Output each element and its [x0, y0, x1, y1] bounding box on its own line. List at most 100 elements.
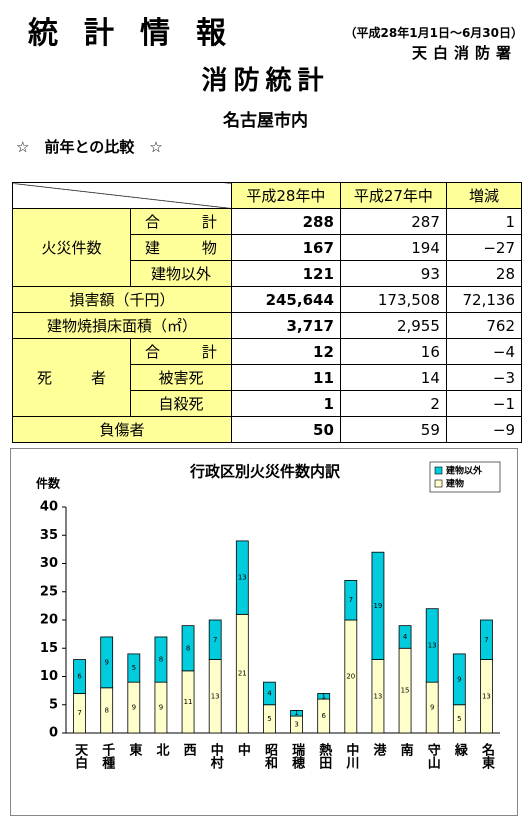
legend-label: 建物 [445, 478, 464, 490]
column-header: 増減 [445, 182, 523, 209]
x-tick-label: 西 [181, 743, 197, 757]
bar-segment [181, 625, 195, 672]
data-label: 9 [430, 704, 434, 712]
chart-title: 行政区別火災件数内訳 [189, 463, 341, 481]
cell: 59 [339, 416, 447, 443]
x-tick-label: 港 [370, 742, 386, 757]
cell: 1 [230, 390, 341, 417]
x-tick-label: 東 [126, 742, 142, 757]
cell: −9 [445, 416, 523, 443]
stats-table: 平成28年中 平成27年中 増減 火災件数 合計 288 287 1 建物 16… [12, 182, 523, 443]
cell: 72,136 [445, 286, 523, 313]
data-label: 8 [159, 656, 163, 664]
x-tick-label: 緑 [452, 742, 469, 757]
data-label: 4 [267, 689, 272, 697]
x-tick-label: 中村 [208, 742, 224, 770]
bar-segment [127, 653, 141, 683]
cell: 167 [230, 234, 341, 261]
bar-segment [371, 551, 385, 660]
x-tick-label: 南 [398, 742, 414, 757]
bar-segment [452, 653, 466, 706]
row-label: 合計 [130, 338, 232, 365]
x-tick-label: 熱田 [316, 742, 332, 770]
x-tick-label: 昭和 [262, 743, 278, 770]
data-label: 9 [132, 704, 136, 712]
y-tick-label: 20 [40, 613, 58, 628]
bar-segment [425, 608, 439, 683]
data-label: 9 [457, 675, 461, 683]
x-tick-label: 中 [235, 742, 251, 757]
bar-segment [290, 710, 303, 717]
data-label: 6 [321, 712, 326, 720]
row-label: 合計 [130, 208, 232, 235]
row-label: 負傷者 [12, 416, 232, 443]
data-label: 6 [77, 673, 82, 681]
bar-segment [480, 619, 493, 660]
y-tick-label: 35 [40, 528, 58, 543]
cell: 287 [339, 208, 447, 235]
bar-segment [317, 693, 331, 700]
org: 天白消防署 [411, 44, 517, 62]
bar-segment [154, 636, 168, 683]
data-label: 13 [238, 574, 247, 582]
data-label: 13 [211, 692, 220, 700]
row-label: 自殺死 [130, 390, 232, 417]
data-label: 11 [184, 698, 193, 706]
cell: 14 [339, 364, 447, 391]
row-label: 損害額（千円） [12, 286, 232, 313]
data-label: 3 [294, 721, 298, 729]
bar-segment [235, 540, 249, 615]
y-tick-label: 15 [40, 641, 58, 656]
bar-segment [208, 619, 222, 660]
data-label: 8 [186, 644, 190, 652]
column-header: 平成28年中 [230, 182, 341, 209]
data-label: 15 [401, 687, 410, 695]
row-label: 建物 [130, 234, 232, 261]
bar-segment [344, 580, 358, 621]
data-label: 7 [213, 636, 217, 644]
row-label: 被害死 [130, 364, 232, 391]
bar-segment [398, 625, 412, 649]
data-label: 13 [373, 692, 382, 700]
data-label: 8 [104, 706, 108, 714]
x-tick-label: 守山 [425, 742, 441, 770]
data-label: 13 [482, 692, 491, 700]
cell: 50 [230, 416, 341, 443]
x-tick-label: 千種 [99, 742, 115, 770]
cell: 11 [230, 364, 341, 391]
cell: 28 [445, 260, 523, 287]
x-tick-label: 名東 [479, 742, 496, 770]
group-label: 死者 [12, 338, 131, 417]
period: （平成28年1月1日～6月30日） [344, 26, 523, 40]
bar-segment [73, 659, 86, 694]
data-label: 5 [457, 715, 461, 723]
data-label: 5 [267, 715, 271, 723]
y-tick-label: 10 [40, 669, 58, 684]
column-header: 平成27年中 [339, 182, 447, 209]
data-label: 1 [294, 709, 298, 717]
x-tick-label: 瑞穂 [289, 742, 305, 770]
cell: 2,955 [339, 312, 447, 339]
legend-label: 建物以外 [445, 465, 483, 477]
data-label: 4 [403, 633, 408, 641]
cell: 12 [230, 338, 341, 365]
data-label: 9 [159, 704, 163, 712]
group-label: 火災件数 [12, 208, 131, 287]
row-label: 建物焼損床面積（㎡） [12, 312, 232, 339]
cell: 288 [230, 208, 341, 235]
data-label: 5 [132, 664, 136, 672]
data-label: 7 [77, 709, 81, 717]
data-label: 21 [238, 670, 247, 678]
row-label: 建物以外 [130, 260, 232, 287]
y-tick-label: 25 [40, 584, 58, 599]
section: ☆ 前年との比較 ☆ [16, 138, 163, 156]
cell: 245,644 [230, 286, 341, 313]
x-tick-label: 中川 [343, 742, 360, 769]
cell: 93 [339, 260, 447, 287]
y-tick-label: 40 [40, 500, 58, 515]
data-label: 7 [349, 596, 353, 604]
title: 統計情報 [28, 16, 252, 51]
data-label: 7 [484, 636, 488, 644]
